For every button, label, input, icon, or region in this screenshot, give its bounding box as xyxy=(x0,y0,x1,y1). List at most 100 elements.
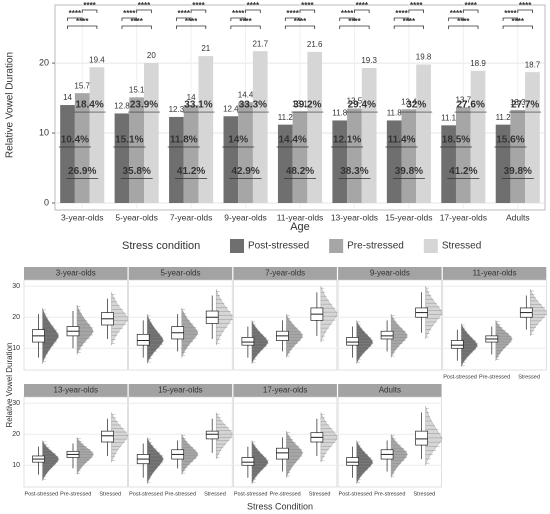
y-tick-label: 10 xyxy=(39,127,49,137)
facet-panel xyxy=(128,279,233,371)
value-label: 20 xyxy=(147,51,156,60)
value-label: 13.4 xyxy=(401,97,417,106)
percent-label: 15.1% xyxy=(115,135,143,146)
percent-label: 12.1% xyxy=(333,135,361,146)
box-body xyxy=(241,457,255,466)
significance-bracket xyxy=(354,9,370,13)
legend-label: Post-stressed xyxy=(248,241,309,252)
significance-label: **** xyxy=(192,1,205,10)
bar xyxy=(144,63,159,204)
y-tick-label: 10 xyxy=(12,345,20,352)
significance-label: **** xyxy=(410,1,423,10)
box-body xyxy=(346,337,359,346)
bar xyxy=(525,72,540,204)
significance-label: **** xyxy=(294,17,307,26)
percent-label: 14.4% xyxy=(278,135,306,146)
y-tick-label: 30 xyxy=(12,400,20,407)
percent-label: 15.6% xyxy=(496,135,524,146)
facet-panel xyxy=(233,279,338,371)
significance-label: **** xyxy=(504,9,517,18)
facet-strip xyxy=(24,384,128,397)
box-body xyxy=(415,430,428,446)
y-tick-label: 20 xyxy=(12,431,20,438)
significance-label: **** xyxy=(519,1,532,10)
bar xyxy=(386,120,402,204)
bar xyxy=(332,120,348,204)
facet-title: 17-year-olds xyxy=(263,386,307,395)
legend-title: Stress condition xyxy=(122,240,200,252)
value-label: 14.4 xyxy=(238,90,254,99)
facet-title: 3-year-olds xyxy=(56,269,96,278)
significance-label: **** xyxy=(138,1,151,10)
bar xyxy=(223,116,239,204)
percent-label: 10.4% xyxy=(61,135,89,146)
value-label: 19.8 xyxy=(416,53,432,62)
significance-label: **** xyxy=(450,9,463,18)
box-body xyxy=(101,430,114,443)
x-tick-label: Pre-stressed xyxy=(270,491,301,497)
significance-label: **** xyxy=(232,9,245,18)
facet-strip xyxy=(338,384,442,397)
value-label: 11.8 xyxy=(332,109,348,118)
significance-label: **** xyxy=(247,1,260,10)
box-body xyxy=(136,333,150,346)
significance-label: **** xyxy=(395,9,408,18)
significance-label: **** xyxy=(512,17,525,26)
bar xyxy=(74,93,90,204)
value-label: 19.3 xyxy=(361,56,377,65)
percent-label: 41.2% xyxy=(177,166,205,177)
facet-panel xyxy=(442,279,547,371)
value-label: 11.8 xyxy=(387,109,403,118)
percent-label: 39.8% xyxy=(504,166,532,177)
significance-bracket xyxy=(393,17,410,21)
facet-strip xyxy=(338,267,442,280)
x-axis-label: Age xyxy=(290,221,310,233)
value-label: 21 xyxy=(201,44,210,53)
percent-label: 29.4% xyxy=(348,100,376,111)
percent-label: 33.3% xyxy=(239,100,267,111)
percent-label: 18.5% xyxy=(442,135,470,146)
bar xyxy=(347,108,362,204)
significance-label: **** xyxy=(301,1,314,10)
x-tick-label: Pre-stressed xyxy=(60,491,91,497)
x-tick-label: 3-year-olds xyxy=(61,212,104,222)
significance-bracket xyxy=(299,9,316,13)
bar xyxy=(495,124,511,204)
value-label: 11.2 xyxy=(496,113,512,122)
bar xyxy=(292,111,308,204)
box-body xyxy=(276,447,289,460)
facet-panel xyxy=(128,396,233,488)
x-tick-label: Post-stressed xyxy=(339,491,373,497)
facet-title: 13-year-olds xyxy=(54,386,98,395)
significance-bracket xyxy=(284,17,301,21)
percent-label: 41.2% xyxy=(449,166,477,177)
bar xyxy=(198,56,214,204)
value-label: 14 xyxy=(63,93,72,102)
y-tick-label: 30 xyxy=(12,283,20,290)
percent-label: 27.7% xyxy=(511,100,539,111)
significance-bracket xyxy=(136,9,152,13)
x-tick-label: 17-year-olds xyxy=(440,212,487,222)
value-label: 21.6 xyxy=(307,40,323,49)
bar xyxy=(89,67,105,204)
facet-title: 5-year-olds xyxy=(160,269,200,278)
x-tick-label: 7-year-olds xyxy=(170,212,213,222)
percent-label: 42.9% xyxy=(231,166,259,177)
bar xyxy=(252,51,268,204)
value-label: 21.7 xyxy=(252,39,268,48)
box-body xyxy=(380,330,394,340)
bar xyxy=(455,107,471,204)
significance-label: **** xyxy=(69,9,82,18)
facet-strip xyxy=(24,267,128,280)
significance-bracket xyxy=(190,9,207,13)
significance-bracket xyxy=(176,17,192,21)
x-tick-label: Pre-stressed xyxy=(479,374,510,380)
significance-bracket xyxy=(121,25,152,29)
significance-label: **** xyxy=(356,1,369,10)
percent-label: 14% xyxy=(228,135,248,146)
percent-label: 38.3% xyxy=(340,166,368,177)
x-tick-label: 11-year-olds xyxy=(277,212,324,222)
x-tick-label: 9-year-olds xyxy=(224,212,267,222)
significance-label: **** xyxy=(239,17,252,26)
